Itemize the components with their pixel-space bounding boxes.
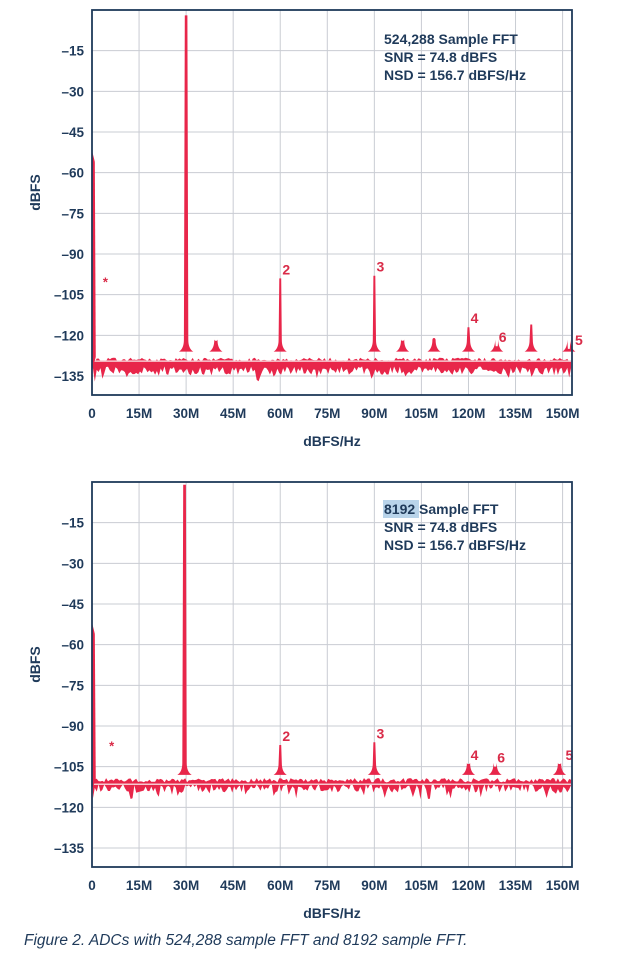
harmonic-label: 4 [471,747,479,763]
sample-count-label: 524,288 Sample FFT [384,31,518,47]
harmonic-peak-5 [552,762,567,775]
sample-count-suffix: Sample FFT [415,501,499,517]
dc-spike [92,622,96,789]
y-tick-label: –90 [61,719,84,734]
x-tick-label: 30M [173,406,199,421]
spur-peak [427,338,441,352]
sample-count-value: 524,288 [384,31,435,47]
y-tick-label: –90 [61,247,84,262]
nsd-label: NSD = 156.7 dBFS/Hz [384,67,526,83]
harmonic-label: 5 [566,747,574,763]
x-tick-label: 90M [361,878,387,893]
x-tick-label: 45M [220,406,246,421]
x-axis-label: dBFS/Hz [303,433,361,449]
spur-peak [209,339,223,352]
x-tick-label: 60M [267,878,293,893]
x-tick-label: 0 [88,878,96,893]
harmonic-peak-4 [461,327,476,352]
x-tick-label: 75M [314,406,340,421]
y-tick-label: –45 [61,125,84,140]
x-tick-label: 105M [405,406,439,421]
harmonic-peak-6 [490,339,504,352]
x-tick-label: 0 [88,406,96,421]
figure-caption: Figure 2. ADCs with 524,288 sample FFT a… [24,932,468,949]
harmonic-peak-6 [488,762,502,775]
fft-chart-8192: 2 3 4 6 5 * –15 –30 –45 –60 –75 –90 –105 –120 –135 0 15M… [27,481,580,921]
harmonic-label: 3 [376,259,384,275]
y-tick-label: –75 [61,206,84,221]
y-tick-label: –15 [61,44,84,59]
noise-floor [92,778,572,800]
x-tick-label: 135M [499,406,533,421]
harmonic-peak-2 [273,745,287,775]
spur-peak [396,339,410,352]
sample-count-suffix: Sample FFT [435,31,519,47]
y-axis-label: dBFS [27,646,43,683]
y-tick-label: –135 [54,841,85,856]
snr-label: SNR = 74.8 dBFS [384,519,497,535]
x-tick-label: 120M [452,878,486,893]
text-highlight [383,500,419,518]
harmonic-label: 5 [575,332,583,348]
plot-area [92,482,572,867]
x-tick-label: 135M [499,878,533,893]
y-tick-label: –60 [61,166,84,181]
harmonic-label: 3 [376,725,384,741]
y-axis-label: dBFS [27,174,43,211]
y-tick-label: –105 [54,760,85,775]
x-tick-label: 75M [314,878,340,893]
harmonic-label: 6 [499,329,507,345]
fft-chart-524288: 2 3 4 6 5 * –15 –30 –45 –60 –75 –90 –105 –120 –135 0 15M… [27,9,583,449]
y-tick-label: –30 [61,84,84,99]
y-tick-label: –60 [61,638,84,653]
harmonic-peak-3 [367,742,381,775]
x-tick-label: 30M [173,878,199,893]
spur-peak [524,324,538,352]
sample-count-value: 8192 [384,501,415,517]
y-tick-label: –30 [61,556,84,571]
snr-label: SNR = 74.8 dBFS [384,49,497,65]
y-tick-label: –105 [54,288,85,303]
harmonic-peak-4 [461,762,476,775]
harmonic-label: 4 [471,310,479,326]
x-tick-label: 45M [220,878,246,893]
x-tick-label: 150M [546,406,580,421]
spur-peak [177,484,192,775]
noise-floor [92,357,572,382]
x-tick-label: 120M [452,406,486,421]
x-tick-label: 15M [126,406,152,421]
harmonic-peak-2 [273,278,287,352]
plot-area [92,10,572,395]
x-axis-label: dBFS/Hz [303,905,361,921]
plot-frame [91,481,573,868]
x-tick-label: 60M [267,406,293,421]
spur-peak [178,15,194,352]
sample-count-label: 8192 Sample FFT [384,501,499,517]
y-tick-label: –45 [61,597,84,612]
x-tick-label: 150M [546,878,580,893]
harmonic-peak-3 [367,275,381,352]
spur-marker: * [109,738,115,753]
harmonic-label: 2 [282,728,290,744]
spur-marker: * [103,275,109,290]
nsd-label: NSD = 156.7 dBFS/Hz [384,537,526,553]
harmonic-label: 2 [282,261,290,277]
y-tick-label: –120 [54,328,84,343]
x-tick-label: 90M [361,406,387,421]
harmonic-label: 6 [497,750,505,766]
x-tick-label: 15M [126,878,152,893]
y-tick-label: –75 [61,678,84,693]
plot-frame [91,9,573,396]
dc-spike [92,150,96,371]
y-tick-label: –120 [54,800,84,815]
y-tick-label: –135 [54,369,85,384]
y-tick-label: –15 [61,516,84,531]
x-tick-label: 105M [405,878,439,893]
